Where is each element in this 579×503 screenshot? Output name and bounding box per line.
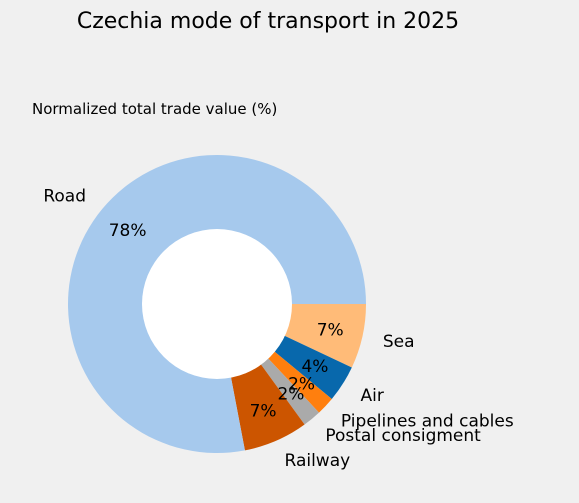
pct-label-sea: 7% xyxy=(317,320,344,340)
slice-label-road: Road xyxy=(43,187,86,207)
pct-label-postal-consigment: 2% xyxy=(277,384,304,404)
pct-label-pipelines-and-cables: 2% xyxy=(288,374,315,394)
slice-label-air: Air xyxy=(361,386,384,406)
slice-label-railway: Railway xyxy=(285,451,351,471)
pct-label-railway: 7% xyxy=(250,401,277,421)
slice-label-sea: Sea xyxy=(383,332,415,352)
pct-label-road: 78% xyxy=(109,221,147,241)
donut-hole xyxy=(142,229,292,379)
slice-label-pipelines-and-cables: Pipelines and cables xyxy=(341,411,514,431)
pie-labels: 7% Sea 4% Air 2% Pipelines and cables 2% Postal… xyxy=(43,187,513,471)
chart-title: Czechia mode of transport in 2025 xyxy=(77,9,459,34)
slice-label-postal-consigment: Postal consigment xyxy=(325,426,481,446)
chart-subtitle: Normalized total trade value (%) xyxy=(32,100,277,118)
pct-label-air: 4% xyxy=(301,357,328,377)
